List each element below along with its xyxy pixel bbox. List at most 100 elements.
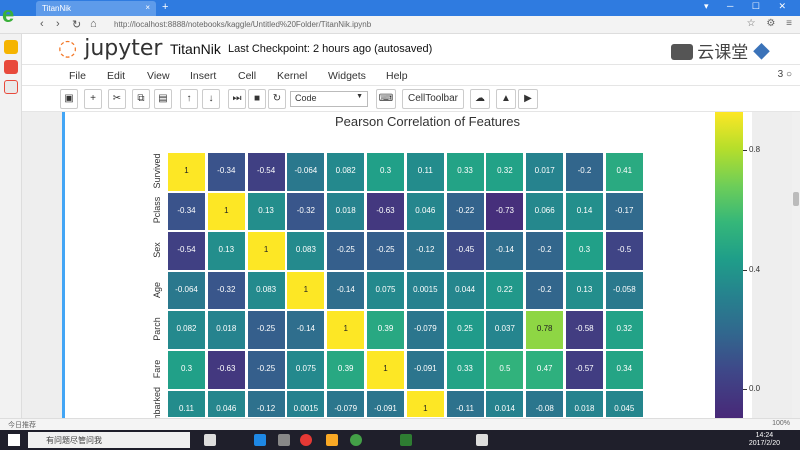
browser-status-bar: 今日推荐 100% <box>0 418 800 430</box>
heatmap-cell: 0.13 <box>565 270 604 311</box>
menu-kernel[interactable]: Kernel <box>277 70 308 82</box>
browser-tab[interactable]: TitanNik × <box>36 1 156 16</box>
heatmap-cell: -0.12 <box>405 231 445 271</box>
new-tab-button[interactable]: + <box>162 1 169 13</box>
app-window-icon[interactable] <box>476 434 488 446</box>
app-icon[interactable] <box>4 80 18 94</box>
tab-title: TitanNik <box>42 4 72 13</box>
heatmap-cell: -0.058 <box>604 270 644 311</box>
heatmap-cell: -0.45 <box>445 231 485 271</box>
menu-insert[interactable]: Insert <box>190 70 217 82</box>
chrome-icon[interactable] <box>300 434 312 446</box>
heatmap-cell: 0.3 <box>565 231 604 271</box>
zoom-level[interactable]: 100% <box>772 420 790 427</box>
paste-icon[interactable]: ▤ <box>154 89 172 109</box>
menu-file[interactable]: File <box>69 70 86 82</box>
window-controls[interactable]: ▾ ─ ☐ ✕ <box>703 1 794 11</box>
move-down-icon[interactable]: ↓ <box>202 89 220 109</box>
heatmap-cell: -0.54 <box>167 231 206 271</box>
heatmap-cell: -0.12 <box>246 389 286 418</box>
heatmap-cell: -0.25 <box>246 350 286 390</box>
celltoolbar-button[interactable]: CellToolbar <box>402 89 464 109</box>
heatmap-cell: 0.083 <box>286 231 326 271</box>
status-left[interactable]: 今日推荐 <box>8 422 36 429</box>
heatmap-cell: 0.3 <box>366 152 405 192</box>
restart-icon[interactable]: ↻ <box>268 89 286 109</box>
menu-widgets[interactable]: Widgets <box>328 70 366 82</box>
scrollbar[interactable] <box>792 112 800 418</box>
save-icon[interactable]: ▣ <box>60 89 78 109</box>
explorer-icon[interactable] <box>278 434 290 446</box>
browser-app-icon[interactable] <box>350 434 362 446</box>
heatmap-cell: -0.22 <box>445 191 485 232</box>
url-field[interactable]: http://localhost:8888/notebooks/kaggle/U… <box>114 20 372 29</box>
forward-icon[interactable]: › <box>56 18 60 30</box>
home-icon[interactable]: ⌂ <box>90 18 97 30</box>
heatmap-cell: 0.14 <box>565 191 604 232</box>
menu-cell[interactable]: Cell <box>238 70 257 82</box>
checkpoint-status: Last Checkpoint: 2 hours ago (autosaved) <box>228 43 433 55</box>
heatmap-cell: -0.091 <box>405 350 445 390</box>
clock[interactable]: 14:24 2017/2/20 <box>748 432 780 447</box>
heatmap-cell: 0.32 <box>604 310 644 350</box>
upload-icon[interactable]: ☁ <box>470 89 490 109</box>
start-icon[interactable] <box>8 434 20 446</box>
heatmap-cell: 0.075 <box>286 350 326 390</box>
excel-icon[interactable] <box>400 434 412 446</box>
colorbar-tick <box>743 270 747 271</box>
copy-icon[interactable]: ⧉ <box>132 89 150 109</box>
heatmap-cell: 0.018 <box>565 389 604 418</box>
jupyter-logo[interactable]: ◌ jupyter <box>58 36 163 61</box>
heatmap-cell: 0.018 <box>206 310 246 350</box>
heatmap-cell: -0.17 <box>604 191 644 232</box>
heatmap-cell: 0.045 <box>604 389 644 418</box>
heatmap-cell: 0.082 <box>326 152 366 192</box>
notebook-area: Pearson Correlation of Features Survived… <box>22 112 792 428</box>
row-label: Fare <box>152 359 162 379</box>
star-icon[interactable] <box>4 40 18 54</box>
menu-bar: File Edit View Insert Cell Kernel Widget… <box>22 64 800 86</box>
scrollbar-thumb[interactable] <box>793 192 799 206</box>
heatmap-cell: -0.079 <box>326 389 366 418</box>
output-cell[interactable]: Pearson Correlation of Features Survived… <box>62 112 760 428</box>
cut-icon[interactable]: ✂ <box>108 89 126 109</box>
reload-icon[interactable]: ↻ <box>72 19 82 31</box>
menu-view[interactable]: View <box>147 70 170 82</box>
move-up-icon[interactable]: ↑ <box>180 89 198 109</box>
keyboard-icon[interactable]: ⌨ <box>376 89 396 109</box>
heatmap-cell: -0.25 <box>326 231 366 271</box>
heatmap-cell: 1 <box>167 152 206 192</box>
taskbar-search[interactable]: 有问题尽管问我 <box>28 432 190 448</box>
stop-icon[interactable]: ■ <box>248 89 266 109</box>
brand-logo: 云课堂 ◆ <box>670 38 770 63</box>
cell-type-select[interactable]: Code ▼ <box>290 91 368 107</box>
menu-help[interactable]: Help <box>386 70 408 82</box>
video-icon[interactable]: ▶ <box>518 89 538 109</box>
heatmap-cell: 1 <box>405 389 445 418</box>
browser-extensions[interactable]: ☆ ⚙ ≡ <box>746 18 796 29</box>
heatmap-cell: 0.33 <box>445 152 485 192</box>
menu-edit[interactable]: Edit <box>107 70 126 82</box>
tab-close-icon[interactable]: × <box>145 3 150 12</box>
notebook-toolbar: ▣ + ✂ ⧉ ▤ ↑ ↓ ⏭ ■ ↻ Code ▼ ⌨ CellToolbar … <box>22 86 800 112</box>
heatmap-cell: 0.017 <box>525 152 565 192</box>
address-bar: ‹ › ↻ ⌂ http://localhost:8888/notebooks/… <box>0 16 800 34</box>
heatmap-cell: 0.32 <box>485 152 525 192</box>
heatmap-cell: 0.0015 <box>405 270 445 311</box>
heatmap-cell: 0.3 <box>167 350 206 390</box>
insert-cell-icon[interactable]: + <box>84 89 102 109</box>
heatmap-cell: 0.13 <box>206 231 246 271</box>
heatmap-cell: -0.11 <box>445 389 485 418</box>
edge-icon[interactable] <box>254 434 266 446</box>
colorbar-tick-label: 0.4 <box>749 265 761 274</box>
heatmap-cell: -0.32 <box>286 191 326 232</box>
heatmap-cell: 0.11 <box>167 389 206 418</box>
back-icon[interactable]: ‹ <box>40 18 44 30</box>
app-icon[interactable] <box>326 434 338 446</box>
present-icon[interactable]: ▲ <box>496 89 516 109</box>
taskview-icon[interactable] <box>204 434 216 446</box>
weibo-icon[interactable] <box>4 60 18 74</box>
run-icon[interactable]: ⏭ <box>228 89 246 109</box>
notebook-name[interactable]: TitanNik <box>170 41 221 57</box>
windows-taskbar: 有问题尽管问我 14:24 2017/2/20 <box>0 430 800 450</box>
